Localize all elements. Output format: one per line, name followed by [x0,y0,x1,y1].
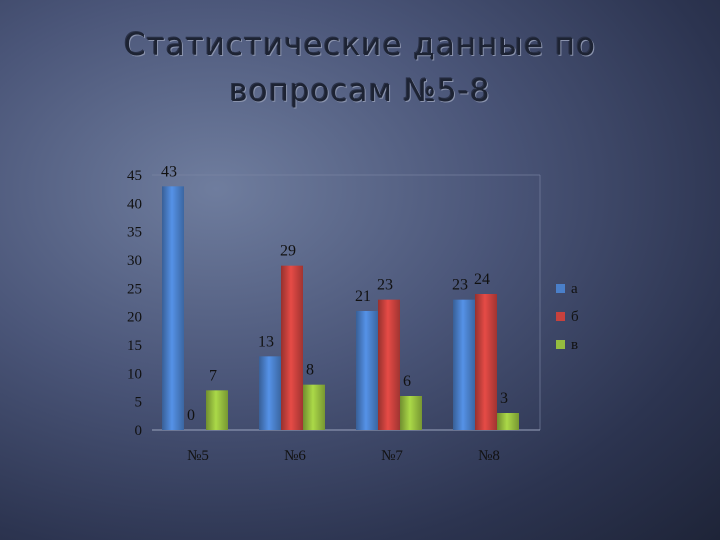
data-label: 0 [187,407,195,424]
bar-а-2 [356,311,378,430]
y-tick-label: 15 [127,338,142,354]
bar-а-1 [259,356,281,430]
bar-б-2 [378,299,400,430]
data-label: 29 [280,243,296,260]
data-label: 3 [500,390,508,407]
bar-б-3 [475,294,497,430]
legend-label: в [571,337,578,353]
legend-swatch [556,284,565,293]
x-category-label: №8 [478,448,500,464]
data-label: 43 [161,163,177,180]
y-tick-label: 10 [127,366,142,382]
legend-label: б [571,309,579,325]
y-tick-label: 5 [135,395,143,411]
data-label: 6 [403,373,411,390]
legend-swatch [556,312,565,321]
bar-в-2 [400,396,422,430]
slide-title: Статистические данные по вопросам №5-8 [124,27,596,109]
x-category-label: №7 [381,448,403,464]
data-label: 21 [355,288,371,305]
legend-swatch [556,340,565,349]
y-tick-label: 30 [127,253,142,269]
data-label: 13 [258,333,274,350]
bar-а-0 [162,186,184,430]
y-tick-label: 20 [127,310,142,326]
y-tick-label: 45 [127,168,142,184]
data-label: 23 [452,277,468,294]
legend-label: а [571,281,578,297]
y-tick-label: 35 [127,225,142,241]
data-label: 7 [209,367,217,384]
x-category-label: №6 [284,448,306,464]
y-tick-label: 40 [127,196,142,212]
bar-в-1 [303,384,325,430]
data-label: 23 [377,277,393,294]
bar-в-0 [206,390,228,430]
bar-а-3 [453,299,475,430]
x-category-label: №5 [187,448,209,464]
y-tick-label: 0 [135,423,143,439]
data-label: 24 [474,271,490,288]
bar-в-3 [497,413,519,430]
bar-б-1 [281,265,303,430]
y-tick-label: 25 [127,281,142,297]
data-label: 8 [306,362,314,379]
